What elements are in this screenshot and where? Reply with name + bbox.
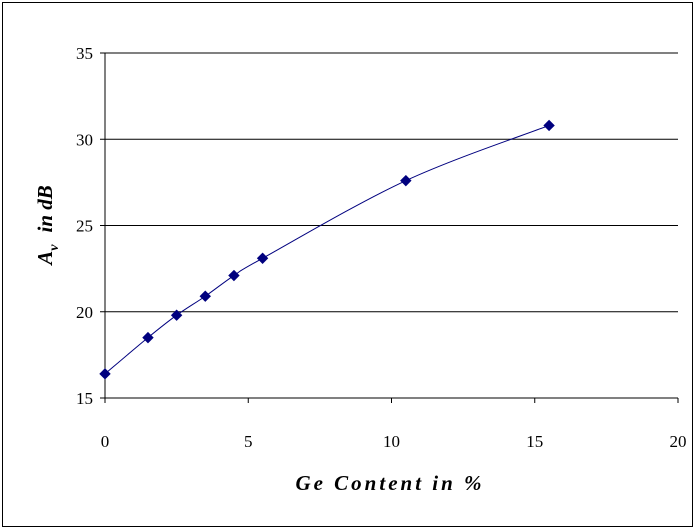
y-axis-title: Av in dB [33,185,62,267]
data-point-7 [543,119,555,132]
grid-lines [105,52,678,313]
y-tick-label-1: 20 [76,303,93,322]
data-points [99,119,555,380]
data-point-4 [228,269,240,282]
tick-labels: 15 20 25 30 35 0 5 10 15 20 [76,44,687,451]
x-tick-label-2: 10 [383,432,400,451]
data-point-5 [256,252,269,264]
x-axis-title: Ge Content in % [295,471,484,495]
data-point-0 [99,368,111,380]
x-tick-label-4: 20 [670,432,687,451]
trendline [104,124,550,375]
data-point-3 [199,290,211,302]
x-tick-label-0: 0 [101,432,110,451]
data-point-6 [400,174,412,187]
y-tick-label-2: 25 [76,217,93,236]
x-tick-label-3: 15 [526,432,543,451]
axes [100,52,679,403]
trendline-group [104,124,550,375]
y-tick-label-0: 15 [76,389,93,408]
y-axis-title-main: A [33,251,57,267]
data-point-2 [170,309,183,321]
y-axis-title-rest: in dB [33,185,57,232]
x-tick-label-1: 5 [244,432,253,451]
y-axis-title-sub: v [47,244,62,251]
y-tick-label-3: 30 [76,130,93,149]
y-tick-label-4: 35 [76,44,93,63]
data-point-1 [142,331,154,344]
